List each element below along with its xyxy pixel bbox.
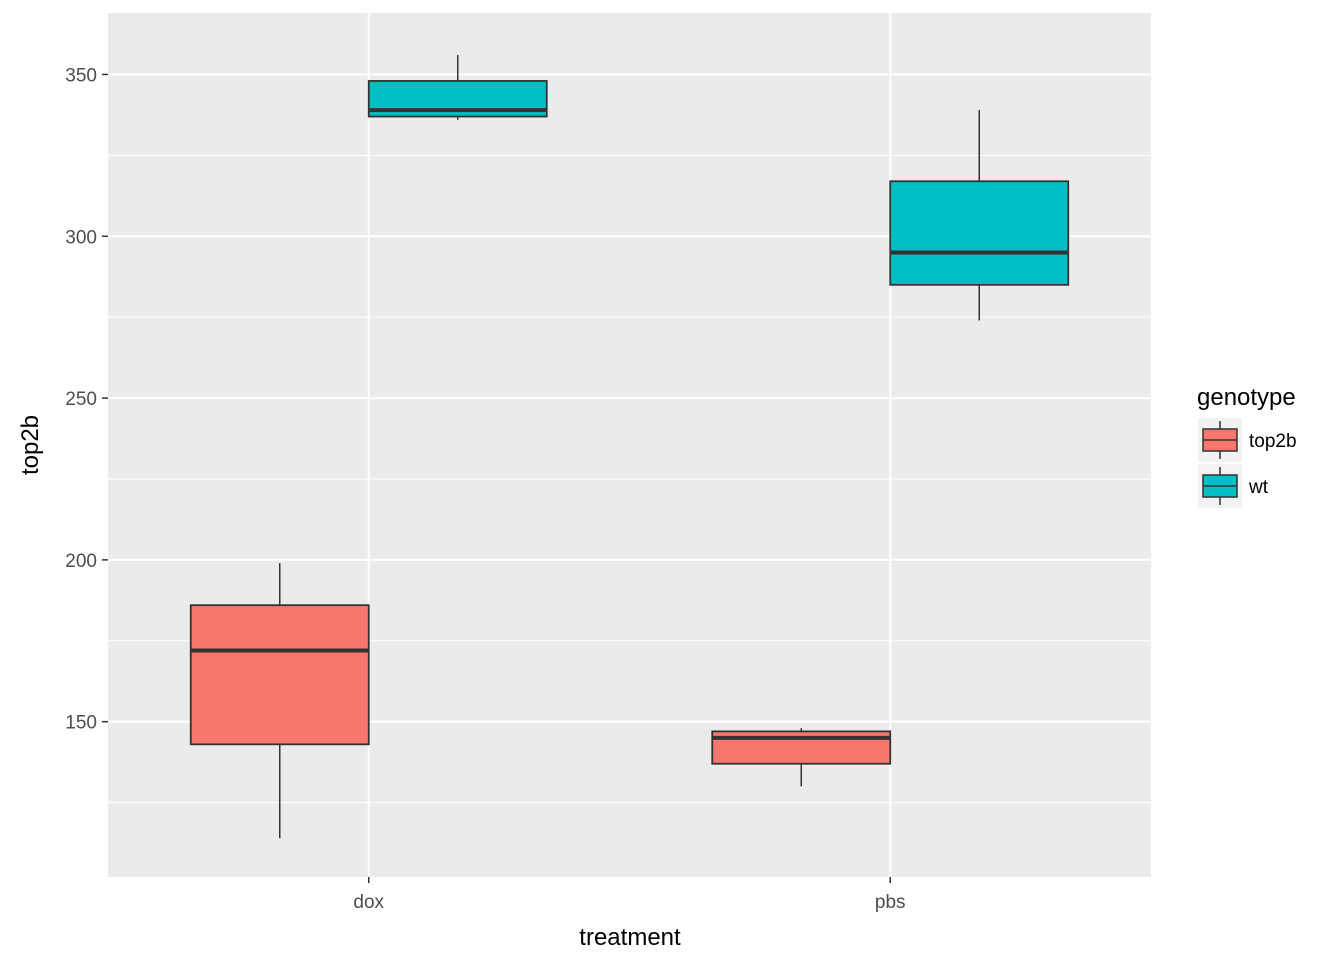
y-tick-label: 150 bbox=[65, 713, 97, 734]
y-axis-title: top2b bbox=[17, 415, 44, 475]
y-tick-label: 200 bbox=[65, 551, 97, 572]
box-iqr bbox=[189, 604, 370, 746]
legend-title: genotype bbox=[1197, 384, 1296, 411]
box-wt-pbs bbox=[889, 110, 1070, 321]
box-wt-dox bbox=[367, 55, 548, 120]
x-axis-title: treatment bbox=[579, 924, 681, 951]
legend-item-top2b: top2b bbox=[1198, 418, 1297, 462]
y-tick-label: 250 bbox=[65, 389, 97, 410]
boxes bbox=[189, 55, 1070, 839]
x-axis: dox pbs bbox=[353, 877, 906, 913]
y-axis: 150 200 250 300 350 bbox=[65, 65, 108, 734]
legend: genotype top2b wt bbox=[1197, 384, 1297, 508]
box-top2b-dox bbox=[189, 563, 370, 839]
x-tick-label: dox bbox=[353, 892, 384, 913]
box-iqr bbox=[889, 180, 1070, 286]
x-tick-label: pbs bbox=[875, 892, 906, 913]
box-top2b-pbs bbox=[711, 728, 892, 787]
legend-label-wt: wt bbox=[1248, 477, 1269, 498]
legend-item-wt: wt bbox=[1198, 464, 1269, 508]
legend-label-top2b: top2b bbox=[1249, 431, 1297, 452]
plot-panel bbox=[108, 13, 1151, 877]
y-tick-label: 350 bbox=[65, 65, 97, 86]
y-tick-label: 300 bbox=[65, 227, 97, 248]
